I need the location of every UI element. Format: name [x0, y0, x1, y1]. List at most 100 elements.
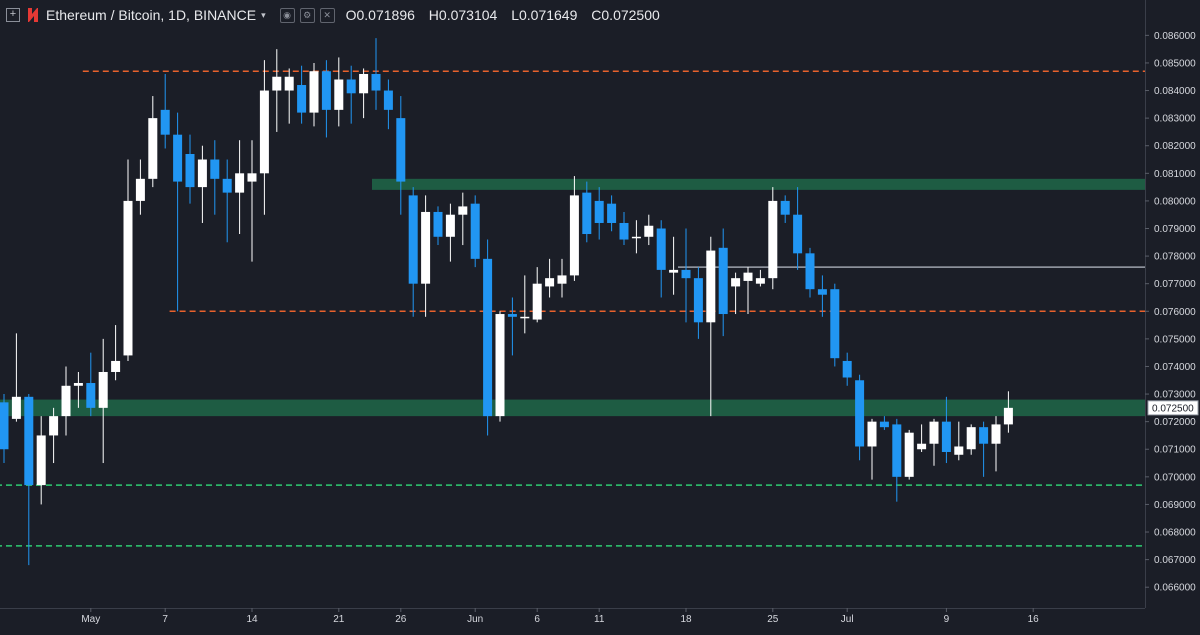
candle[interactable]	[1003, 391, 1013, 433]
candle[interactable]	[259, 60, 269, 215]
candle[interactable]	[867, 418, 877, 480]
eye-icon[interactable]: ◉	[279, 7, 295, 23]
candle[interactable]	[545, 258, 555, 298]
candle[interactable]	[656, 220, 666, 298]
y-tick-label: 0.072000	[1154, 417, 1196, 428]
candle[interactable]	[991, 416, 1001, 472]
candle[interactable]	[941, 396, 951, 464]
settings-icon[interactable]: ⚙	[299, 7, 315, 23]
candle[interactable]	[718, 228, 728, 337]
candle[interactable]	[954, 421, 964, 461]
candle[interactable]	[966, 424, 976, 455]
candle[interactable]	[433, 206, 443, 246]
candle[interactable]	[111, 325, 121, 381]
candle[interactable]	[458, 192, 468, 246]
last-price-label: 0.072500	[1152, 403, 1194, 414]
candle[interactable]	[904, 429, 914, 480]
candle[interactable]	[520, 275, 530, 334]
candle[interactable]	[569, 176, 579, 281]
candle[interactable]	[160, 73, 170, 149]
candle[interactable]	[11, 333, 21, 422]
candle[interactable]	[693, 267, 703, 339]
candle[interactable]	[532, 267, 542, 323]
symbol-title[interactable]: Ethereum / Bitcoin, 1D, BINANCE	[46, 7, 257, 23]
candle[interactable]	[731, 272, 741, 315]
candle[interactable]	[24, 394, 34, 566]
candle[interactable]	[855, 374, 865, 461]
candle[interactable]	[383, 79, 393, 130]
candle[interactable]	[669, 236, 679, 295]
candle[interactable]	[222, 159, 232, 243]
candle-body	[160, 109, 170, 135]
candle[interactable]	[780, 195, 790, 223]
candle[interactable]	[135, 159, 145, 215]
candle[interactable]	[210, 140, 220, 215]
candle[interactable]	[272, 49, 282, 132]
candle[interactable]	[681, 228, 691, 323]
candle[interactable]	[743, 267, 753, 315]
candle[interactable]	[768, 187, 778, 290]
candle[interactable]	[173, 112, 183, 312]
candle[interactable]	[594, 187, 604, 240]
candle[interactable]	[557, 258, 567, 298]
candle[interactable]	[49, 407, 59, 464]
candle[interactable]	[644, 214, 654, 246]
candle[interactable]	[805, 247, 815, 298]
caret-down-icon[interactable]: ▾	[261, 9, 266, 20]
candle[interactable]	[123, 159, 133, 361]
candle[interactable]	[830, 283, 840, 367]
candle[interactable]	[197, 145, 207, 223]
support-resistance-zone[interactable]	[0, 399, 1145, 417]
candle[interactable]	[98, 338, 108, 464]
candle[interactable]	[61, 366, 71, 436]
candle-body	[917, 443, 927, 450]
candle[interactable]	[470, 195, 480, 268]
candle[interactable]	[706, 236, 716, 417]
support-resistance-zone[interactable]	[372, 178, 1145, 190]
y-tick-label: 0.083000	[1154, 114, 1196, 125]
candle[interactable]	[321, 60, 331, 138]
candle[interactable]	[483, 239, 493, 436]
candle[interactable]	[86, 352, 96, 417]
candle[interactable]	[979, 421, 989, 477]
candle[interactable]	[817, 275, 827, 317]
candle[interactable]	[235, 140, 245, 235]
candle[interactable]	[346, 65, 356, 124]
candle[interactable]	[495, 311, 505, 422]
candle[interactable]	[309, 62, 319, 127]
candle[interactable]	[607, 195, 617, 232]
candle[interactable]	[793, 187, 803, 270]
candle[interactable]	[185, 134, 195, 204]
candle[interactable]	[73, 371, 83, 408]
candle[interactable]	[507, 297, 517, 356]
close-icon[interactable]: ✕	[319, 7, 335, 23]
candle[interactable]	[421, 195, 431, 317]
candle[interactable]	[879, 416, 889, 430]
candle[interactable]	[445, 203, 455, 262]
candle[interactable]	[284, 68, 294, 124]
candle[interactable]	[929, 418, 939, 466]
candle[interactable]	[631, 220, 641, 254]
candle[interactable]	[247, 140, 257, 262]
candle-body	[1003, 407, 1013, 425]
y-tick-label: 0.086000	[1154, 31, 1196, 42]
candle-body	[98, 371, 108, 408]
candle-body	[718, 247, 728, 315]
expand-icon[interactable]: +	[6, 8, 20, 22]
candle[interactable]	[0, 394, 9, 464]
candle[interactable]	[892, 418, 902, 502]
candle[interactable]	[582, 181, 592, 243]
candle[interactable]	[371, 38, 381, 110]
candle[interactable]	[755, 269, 765, 287]
candle[interactable]	[842, 352, 852, 386]
candle[interactable]	[297, 65, 307, 124]
candle[interactable]	[619, 211, 629, 246]
candle[interactable]	[36, 416, 46, 505]
candle[interactable]	[359, 68, 369, 119]
candle[interactable]	[396, 96, 406, 215]
candle[interactable]	[408, 187, 418, 317]
candle[interactable]	[148, 96, 158, 188]
candle[interactable]	[917, 424, 927, 452]
candle[interactable]	[334, 57, 344, 127]
